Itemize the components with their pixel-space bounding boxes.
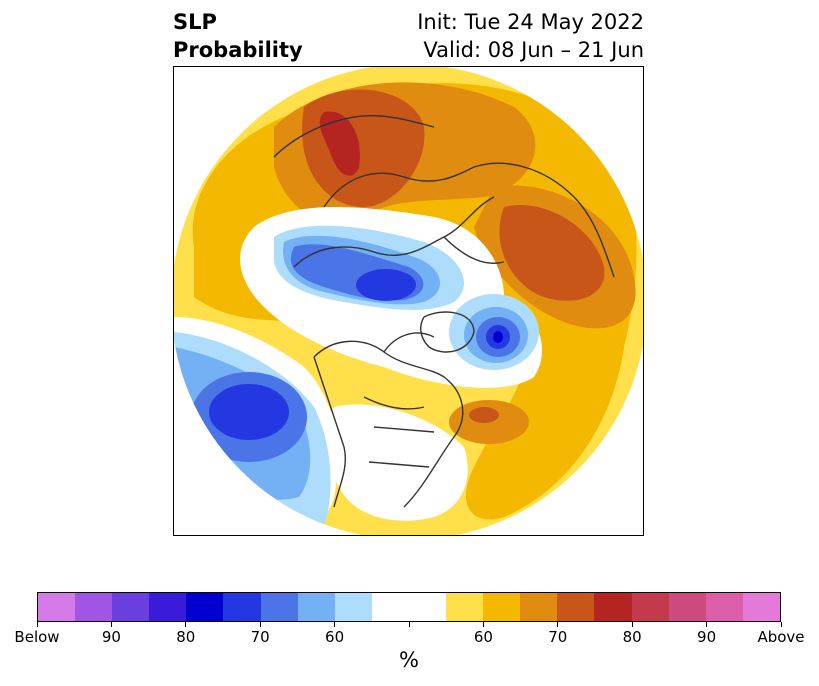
colorbar-cell <box>446 593 484 621</box>
colorbar-cell <box>557 593 595 621</box>
prob-field-darkest-atl <box>493 331 503 343</box>
colorbar-cell <box>75 593 113 621</box>
colorbar-tick-label: 90 <box>101 628 121 646</box>
colorbar-tick-label: Below <box>14 628 60 646</box>
colorbar-tick <box>110 622 112 627</box>
colorbar-tick-label: 60 <box>473 628 493 646</box>
colorbar-cell <box>742 593 780 621</box>
colorbar-cell <box>297 593 335 621</box>
colorbar-tick-label: 60 <box>325 628 345 646</box>
colorbar-tick-label: 80 <box>622 628 642 646</box>
colorbar-tick <box>36 622 38 627</box>
colorbar-cell <box>186 593 224 621</box>
colorbar-cell <box>520 593 558 621</box>
colorbar-cell <box>223 593 261 621</box>
polar-map <box>173 66 644 536</box>
colorbar-cell <box>38 593 76 621</box>
prob-field-red <box>319 111 360 176</box>
colorbar-cell <box>371 593 409 621</box>
colorbar-tick <box>557 622 559 627</box>
colorbar-cell <box>260 593 298 621</box>
colorbar-tick <box>259 622 261 627</box>
map-title: SLP Probability <box>173 8 303 64</box>
valid-range: Valid: 08 Jun – 21 Jun <box>423 38 644 62</box>
prob-field-neutral-us <box>324 404 468 521</box>
colorbar-tick-label: 80 <box>176 628 196 646</box>
colorbar-cell <box>668 593 706 621</box>
colorbar-tick <box>408 622 410 627</box>
prob-field-deepblue <box>356 269 416 301</box>
prob-field-brown-east <box>499 205 605 301</box>
title-variable: SLP <box>173 10 217 34</box>
map-canvas <box>174 67 643 535</box>
colorbar-tick-label: Above <box>757 628 805 646</box>
colorbar-cell <box>483 593 521 621</box>
colorbar-cell <box>705 593 743 621</box>
colorbar-tick-label: 90 <box>697 628 717 646</box>
colorbar-cell <box>594 593 632 621</box>
colorbar-cell <box>334 593 372 621</box>
colorbar-label: % <box>399 648 419 672</box>
colorbar-tick <box>482 622 484 627</box>
map-dates: Init: Tue 24 May 2022 Valid: 08 Jun – 21… <box>417 8 644 64</box>
title-metric: Probability <box>173 38 303 62</box>
colorbar-tick <box>185 622 187 627</box>
colorbar <box>37 592 781 622</box>
colorbar-tick <box>706 622 708 627</box>
colorbar-cell <box>631 593 669 621</box>
colorbar-tick <box>780 622 782 627</box>
colorbar-tick-label: 70 <box>250 628 270 646</box>
colorbar-tick <box>631 622 633 627</box>
coastlines <box>273 114 615 508</box>
colorbar-cell <box>149 593 187 621</box>
colorbar-cell <box>112 593 150 621</box>
prob-field-deepblue-south <box>209 384 289 440</box>
init-date: Init: Tue 24 May 2022 <box>417 10 644 34</box>
colorbar-tick-label: 70 <box>548 628 568 646</box>
prob-field-coast-brown <box>469 407 499 423</box>
colorbar-tick <box>334 622 336 627</box>
colorbar-cell <box>408 593 447 621</box>
